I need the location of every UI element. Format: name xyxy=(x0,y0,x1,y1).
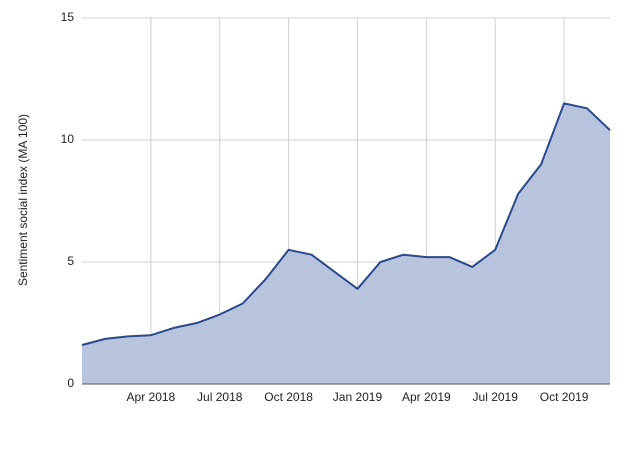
x-tick-label: Jul 2019 xyxy=(473,390,519,404)
y-tick-label: 5 xyxy=(67,254,74,268)
x-tick-label: Oct 2019 xyxy=(540,390,589,404)
x-tick-label: Jul 2018 xyxy=(197,390,243,404)
x-tick-label: Jan 2019 xyxy=(333,390,383,404)
x-tick-label: Oct 2018 xyxy=(264,390,313,404)
area-fill xyxy=(82,103,610,385)
y-tick-label: 15 xyxy=(61,10,75,24)
x-tick-label: Apr 2018 xyxy=(127,390,176,404)
area-line xyxy=(81,102,611,346)
y-axis-label: Sentiment social index (MA 100) xyxy=(16,114,30,286)
y-tick-label: 10 xyxy=(61,132,75,146)
y-tick-label: 0 xyxy=(67,376,74,390)
x-tick-label: Apr 2019 xyxy=(402,390,451,404)
